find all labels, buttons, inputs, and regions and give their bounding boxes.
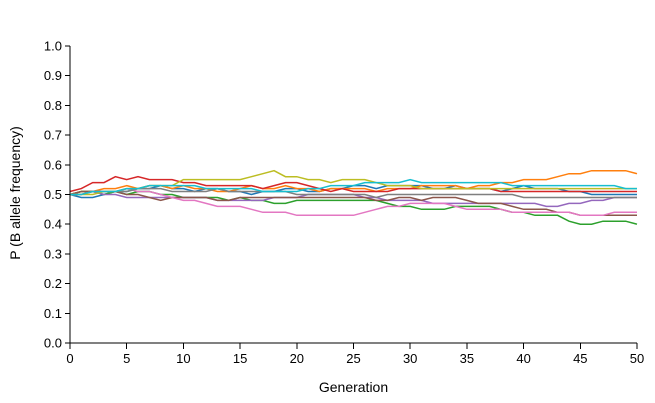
y-tick-label: 1.0 <box>44 39 62 54</box>
series-line-7 <box>70 187 637 217</box>
y-axis-title: P (B allele frequency) <box>7 126 23 260</box>
x-tick-label: 40 <box>516 351 530 366</box>
x-tick-label: 20 <box>290 351 304 366</box>
series-line-4 <box>69 175 637 193</box>
y-axis: 0.0 0.1 0.2 0.3 0.4 0.5 0.6 0.7 0.8 0.9 1.0 <box>44 39 71 351</box>
y-tick-label: 0.1 <box>44 306 62 321</box>
y-tick-label: 0.2 <box>44 276 62 291</box>
x-tick-label: 30 <box>403 351 417 366</box>
x-tick-label: 50 <box>630 351 644 366</box>
series-line-10 <box>70 178 637 196</box>
series-line-2 <box>69 169 638 196</box>
x-tick-label: 10 <box>176 351 190 366</box>
y-tick-label: 0.6 <box>44 157 62 172</box>
y-tick-label: 0.8 <box>44 98 62 113</box>
x-tick-label: 0 <box>66 351 73 366</box>
series-line-8 <box>70 187 637 199</box>
x-axis-title: Generation <box>319 379 388 395</box>
y-tick-label: 0.4 <box>44 217 62 232</box>
y-tick-label: 0.9 <box>44 68 62 83</box>
series-line-3 <box>69 190 638 225</box>
x-tick-label: 5 <box>123 351 130 366</box>
y-tick-label: 0.3 <box>44 246 62 261</box>
x-axis: 0 5 10 15 20 25 30 35 40 45 50 <box>66 342 644 366</box>
x-tick-label: 35 <box>460 351 474 366</box>
x-tick-label: 25 <box>346 351 360 366</box>
x-tick-label: 15 <box>233 351 247 366</box>
x-tick-label: 45 <box>573 351 587 366</box>
y-tick-label: 0.5 <box>44 187 62 202</box>
series-layer <box>69 169 638 225</box>
y-tick-label: 0.7 <box>44 128 62 143</box>
series-line-6 <box>69 190 637 217</box>
y-tick-label: 0.0 <box>44 336 62 351</box>
